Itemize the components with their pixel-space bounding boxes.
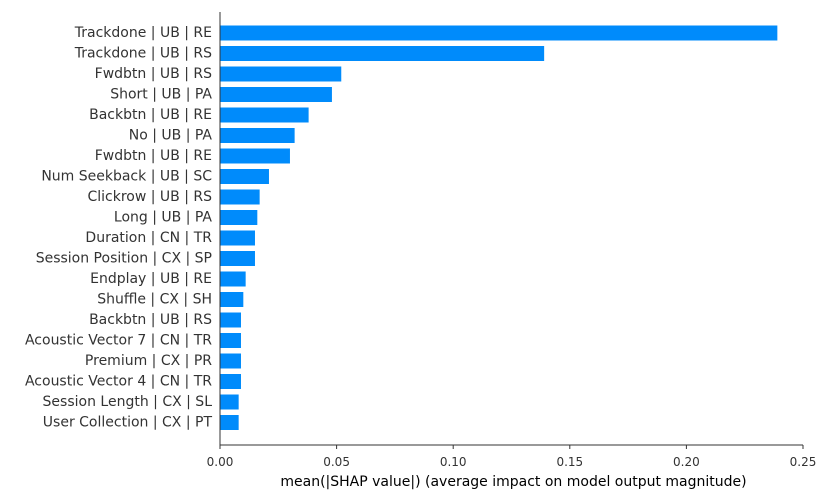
bar-10: [220, 230, 255, 246]
category-label: Long | UB | PA: [114, 210, 213, 226]
bar-19: [220, 415, 239, 430]
category-label: Trackdone | UB | RS: [74, 46, 212, 62]
category-label: Num Seekback | UB | SC: [41, 169, 212, 185]
x-tick-label: 0.20: [673, 455, 700, 469]
bar-13: [220, 292, 244, 307]
category-label: Session Length | CX | SL: [43, 394, 213, 410]
category-label: Backbtn | UB | RS: [89, 312, 212, 328]
x-ticks-group: 0.00 0.05 0.10 0.15 0.20 0.25: [207, 445, 817, 469]
bar-17: [220, 374, 241, 389]
category-label: Session Position | CX | SP: [36, 251, 212, 267]
x-tick-label: 0.00: [207, 455, 234, 469]
category-label: Premium | CX | PR: [85, 353, 212, 369]
category-label: Fwdbtn | UB | RS: [95, 66, 212, 82]
x-tick-label: 0.05: [323, 455, 350, 469]
category-label: No | UB | PA: [129, 128, 213, 144]
bar-8: [220, 189, 260, 205]
bar-15: [220, 333, 241, 348]
bar-7: [220, 169, 269, 184]
bar-4: [220, 107, 309, 123]
x-tick-label: 0.25: [790, 455, 817, 469]
category-label: Endplay | UB | RE: [90, 271, 212, 287]
bar-14: [220, 312, 241, 328]
category-label: Duration | CN | TR: [85, 230, 212, 246]
bar-6: [220, 148, 290, 164]
category-label: Short | UB | PA: [110, 87, 212, 103]
bar-5: [220, 128, 295, 143]
category-label: Fwdbtn | UB | RE: [95, 148, 212, 164]
category-label: Clickrow | UB | RS: [87, 189, 212, 205]
bar-3: [220, 87, 332, 102]
bar-12: [220, 271, 246, 287]
bar-2: [220, 66, 342, 82]
x-axis-title: mean(|SHAP value|) (average impact on mo…: [280, 474, 746, 490]
category-label: User Collection | CX | PT: [43, 415, 213, 431]
category-label: Acoustic Vector 4 | CN | TR: [25, 374, 212, 390]
bar-0: [220, 25, 778, 41]
bar-16: [220, 353, 241, 369]
category-labels-group: Trackdone | UB | RE Trackdone | UB | RS Fw…: [25, 25, 212, 431]
category-label: Acoustic Vector 7 | CN | TR: [25, 333, 212, 349]
bar-9: [220, 210, 258, 225]
category-label: Backbtn | UB | RE: [89, 107, 212, 123]
bar-11: [220, 251, 255, 266]
bar-1: [220, 46, 545, 61]
bars-group: [220, 25, 778, 430]
category-label: Trackdone | UB | RE: [74, 25, 212, 41]
x-tick-label: 0.15: [556, 455, 583, 469]
x-tick-label: 0.10: [440, 455, 467, 469]
category-label: Shuffle | CX | SH: [97, 292, 212, 308]
bar-18: [220, 394, 239, 410]
